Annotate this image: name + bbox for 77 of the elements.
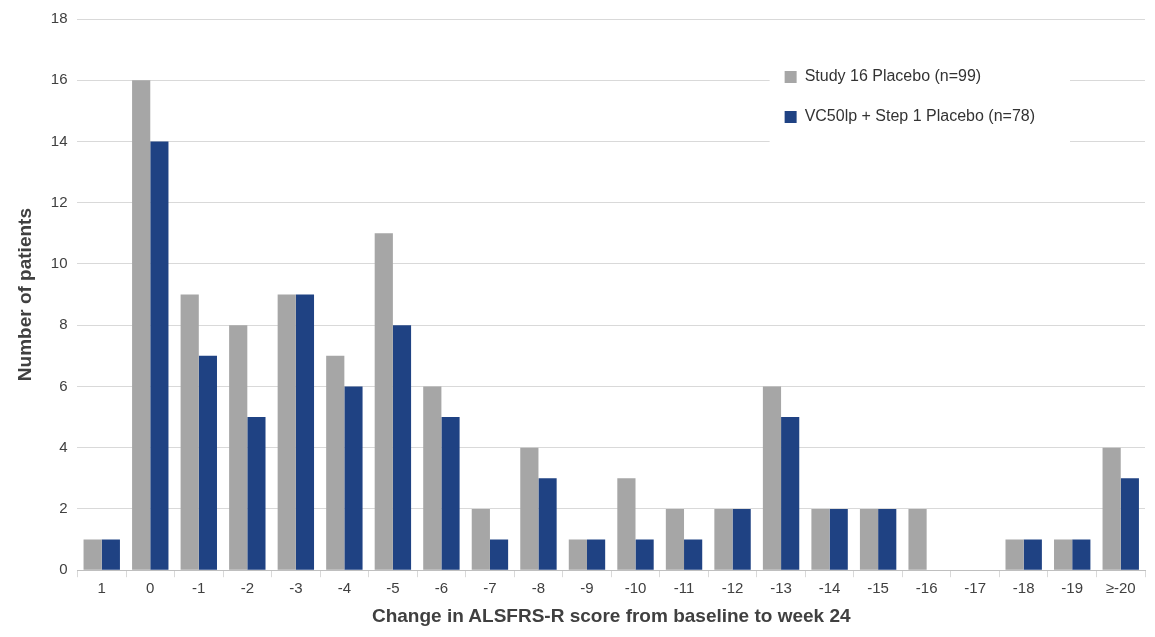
bar [247,417,266,570]
bar [277,294,296,570]
x-tick-label: -10 [624,579,647,597]
bar [829,508,848,570]
x-tick-label: -16 [915,579,938,597]
x-tick-label: -13 [770,579,792,597]
bar [132,80,151,570]
bar [811,508,830,570]
y-tick-label: 14 [50,131,68,149]
bar [568,539,587,570]
bar [617,478,636,570]
x-tick-label: -14 [818,579,841,597]
bar [762,386,782,570]
x-tick-label: -19 [1061,579,1084,597]
bar [326,355,345,570]
bar [150,141,169,570]
x-tick-label: 0 [146,579,155,597]
bar [344,386,363,570]
bar [295,294,315,570]
x-tick-label: ≥-20 [1105,579,1136,597]
bar [198,355,217,570]
x-tick-label: -6 [434,579,449,597]
bar [908,508,927,570]
x-tick-label: -11 [673,579,695,597]
x-tick-label: -8 [531,579,546,597]
y-tick-label: 18 [50,9,68,27]
x-tick-label: -18 [1012,579,1035,597]
bar [684,539,703,570]
x-tick-label: -4 [337,579,352,597]
bar [732,508,751,570]
x-tick-label: -15 [867,579,889,597]
legend-label: VC50lp + Step 1 Placebo (n=78) [804,107,1035,125]
x-axis-title: Change in ALSFRS-R score from baseline to week 24 [371,604,851,626]
bar [1005,539,1024,570]
x-tick-label: -5 [386,579,400,597]
bar [471,508,490,570]
bar [665,508,685,570]
y-tick-label: 2 [59,499,68,517]
x-tick-label: -7 [483,579,497,597]
y-tick-label: 4 [59,437,68,455]
y-tick-label: 0 [59,560,68,578]
y-tick-label: 10 [50,254,68,272]
bar [101,539,120,570]
bar [83,539,102,570]
bar [423,386,442,570]
bar [859,508,879,570]
bar [1102,447,1121,570]
bar [489,539,509,570]
bar [635,539,654,570]
bar [441,417,460,570]
y-tick-label: 12 [50,192,68,210]
bar [1072,539,1091,570]
x-tick-label: -1 [192,579,206,597]
bar [1054,539,1073,570]
bar [781,417,800,570]
bar [586,539,606,570]
bar [229,325,248,570]
bar [1120,478,1139,570]
x-tick-label: -2 [240,579,254,597]
bar [392,325,412,570]
y-tick-label: 16 [50,70,68,88]
bar [714,508,733,570]
y-tick-label: 8 [59,315,68,333]
bar [180,294,199,570]
x-tick-label: -3 [289,579,303,597]
x-tick-label: -12 [721,579,744,597]
x-tick-label: -17 [964,579,987,597]
y-tick-label: 6 [59,376,68,394]
x-tick-label: -9 [580,579,594,597]
legend-label: Study 16 Placebo (n=99) [804,67,982,85]
bar [538,478,557,570]
bar [878,508,897,570]
bar [1023,539,1042,570]
bar [374,233,393,570]
x-tick-label: 1 [97,579,106,597]
y-axis-title: Number of patients [13,208,35,382]
bar [520,447,539,570]
